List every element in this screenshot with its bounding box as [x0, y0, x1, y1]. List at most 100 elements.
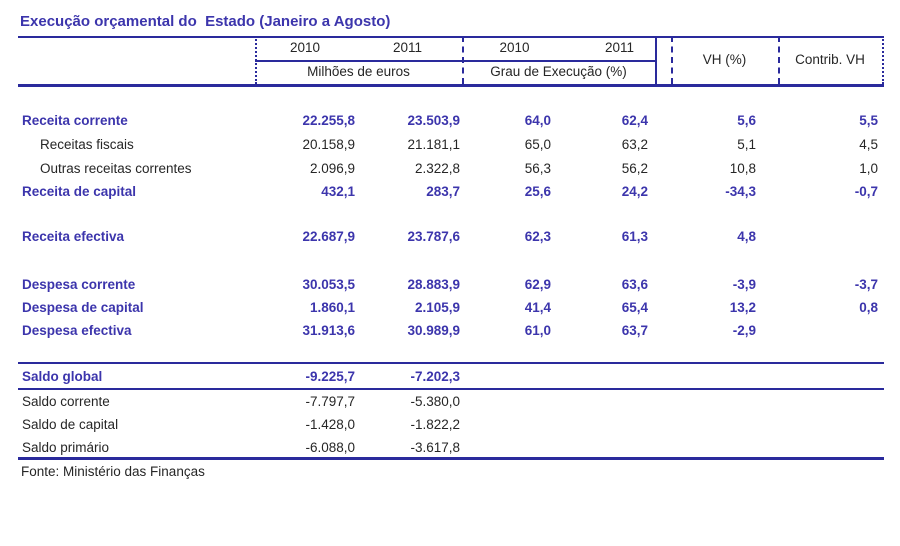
header-group-grau: Grau de Execução (%): [490, 64, 627, 79]
row-label: Receita efectiva: [22, 229, 125, 244]
header-grau-2010: 2010: [499, 40, 530, 55]
header-bottom-rule: [18, 84, 884, 87]
table-row: Receita corrente 22.255,8 23.503,9 64,0 …: [18, 112, 884, 129]
value-vh: -34,3: [725, 184, 756, 199]
value-grau-2011: 63,6: [621, 277, 648, 292]
value-meur-2011: 23.503,9: [407, 113, 460, 128]
header-separator-dashed: [778, 36, 780, 84]
value-grau-2010: 41,4: [524, 300, 551, 315]
row-label: Saldo primário: [22, 440, 110, 455]
row-label: Outras receitas correntes: [40, 161, 192, 176]
value-contrib-vh: 0,8: [859, 300, 878, 315]
header-grau-2011: 2011: [604, 40, 635, 55]
header-contrib-vh: Contrib. VH: [795, 52, 865, 67]
value-meur-2011: -5.380,0: [410, 394, 460, 409]
value-vh: 13,2: [729, 300, 756, 315]
value-contrib-vh: 1,0: [859, 161, 878, 176]
row-label: Despesa de capital: [22, 300, 144, 315]
table-row: Despesa efectiva 31.913,6 30.989,9 61,0 …: [18, 322, 884, 339]
value-meur-2011: 2.322,8: [414, 161, 460, 176]
value-meur-2011: 28.883,9: [407, 277, 460, 292]
value-meur-2010: 22.255,8: [302, 113, 355, 128]
header-separator-dotted: [255, 36, 257, 84]
value-meur-2010: 20.158,9: [302, 137, 355, 152]
table-row: Saldo corrente -7.797,7 -5.380,0: [18, 393, 884, 410]
value-meur-2011: -1.822,2: [410, 417, 460, 432]
value-grau-2010: 62,9: [524, 277, 551, 292]
value-vh: 5,1: [737, 137, 756, 152]
header-year-rule: [255, 60, 655, 62]
value-meur-2010: 1.860,1: [309, 300, 355, 315]
page-title: Execução orçamental do Estado (Janeiro a…: [20, 13, 391, 30]
value-contrib-vh: 5,5: [859, 113, 878, 128]
value-meur-2010: 2.096,9: [309, 161, 355, 176]
value-grau-2010: 61,0: [524, 323, 551, 338]
value-meur-2011: 283,7: [426, 184, 460, 199]
value-meur-2010: 22.687,9: [302, 229, 355, 244]
value-meur-2010: -7.797,7: [305, 394, 355, 409]
value-vh: -3,9: [732, 277, 756, 292]
table-top-rule: [18, 36, 884, 38]
value-grau-2011: 65,4: [621, 300, 648, 315]
row-label: Saldo global: [22, 369, 103, 384]
value-meur-2010: 30.053,5: [302, 277, 355, 292]
saldo-global-underline: [18, 388, 884, 390]
table-row: Receitas fiscais 20.158,9 21.181,1 65,0 …: [18, 136, 884, 153]
header-milhoes-2011: 2011: [392, 40, 423, 55]
header-milhoes-2010: 2010: [289, 40, 321, 55]
value-meur-2010: -6.088,0: [305, 440, 355, 455]
row-label: Despesa efectiva: [22, 323, 132, 338]
saldo-section-rule: [18, 362, 884, 364]
table-row: Saldo primário -6.088,0 -3.617,8: [18, 439, 884, 456]
header-separator-dashed: [462, 36, 464, 84]
value-grau-2010: 62,3: [524, 229, 551, 244]
value-grau-2010: 56,3: [524, 161, 551, 176]
table-row: Saldo de capital -1.428,0 -1.822,2: [18, 416, 884, 433]
table-row: Outras receitas correntes 2.096,9 2.322,…: [18, 160, 884, 177]
value-meur-2011: 30.989,9: [407, 323, 460, 338]
table-row: Receita de capital 432,1 283,7 25,6 24,2…: [18, 183, 884, 200]
row-label: Saldo de capital: [22, 417, 119, 432]
value-meur-2011: -7.202,3: [410, 369, 460, 384]
value-grau-2011: 62,4: [621, 113, 648, 128]
header-separator-dashed: [671, 36, 673, 84]
value-meur-2011: 21.181,1: [407, 137, 460, 152]
source-note: Fonte: Ministério das Finanças: [21, 464, 205, 479]
table-row: Saldo global -9.225,7 -7.202,3: [18, 368, 884, 385]
row-label: Receita de capital: [22, 184, 137, 199]
value-vh: 4,8: [737, 229, 756, 244]
value-contrib-vh: -3,7: [854, 277, 878, 292]
value-contrib-vh: -0,7: [854, 184, 878, 199]
value-vh: 10,8: [729, 161, 756, 176]
value-grau-2011: 61,3: [621, 229, 648, 244]
header-vh: VH (%): [702, 52, 747, 67]
value-meur-2010: 432,1: [321, 184, 355, 199]
table-bottom-rule: [18, 457, 884, 460]
row-label: Despesa corrente: [22, 277, 136, 292]
value-meur-2011: 2.105,9: [414, 300, 460, 315]
row-label: Receitas fiscais: [40, 137, 134, 152]
value-meur-2010: 31.913,6: [302, 323, 355, 338]
value-grau-2011: 63,2: [621, 137, 648, 152]
row-label: Saldo corrente: [22, 394, 110, 409]
header-separator-dotted: [882, 36, 884, 84]
header-separator-solid: [655, 36, 657, 84]
row-label: Receita corrente: [22, 113, 128, 128]
value-meur-2011: -3.617,8: [410, 440, 460, 455]
header-group-milhoes: Milhões de euros: [307, 64, 410, 79]
value-grau-2010: 25,6: [524, 184, 551, 199]
value-contrib-vh: 4,5: [859, 137, 878, 152]
value-meur-2010: -1.428,0: [305, 417, 355, 432]
table-row: Despesa de capital 1.860,1 2.105,9 41,4 …: [18, 299, 884, 316]
value-vh: -2,9: [732, 323, 756, 338]
value-meur-2011: 23.787,6: [407, 229, 460, 244]
value-grau-2010: 64,0: [524, 113, 551, 128]
value-meur-2010: -9.225,7: [305, 369, 355, 384]
table-row: Receita efectiva 22.687,9 23.787,6 62,3 …: [18, 228, 884, 245]
value-grau-2011: 63,7: [621, 323, 648, 338]
value-grau-2011: 56,2: [621, 161, 648, 176]
table-row: Despesa corrente 30.053,5 28.883,9 62,9 …: [18, 276, 884, 293]
value-vh: 5,6: [737, 113, 756, 128]
value-grau-2011: 24,2: [621, 184, 648, 199]
